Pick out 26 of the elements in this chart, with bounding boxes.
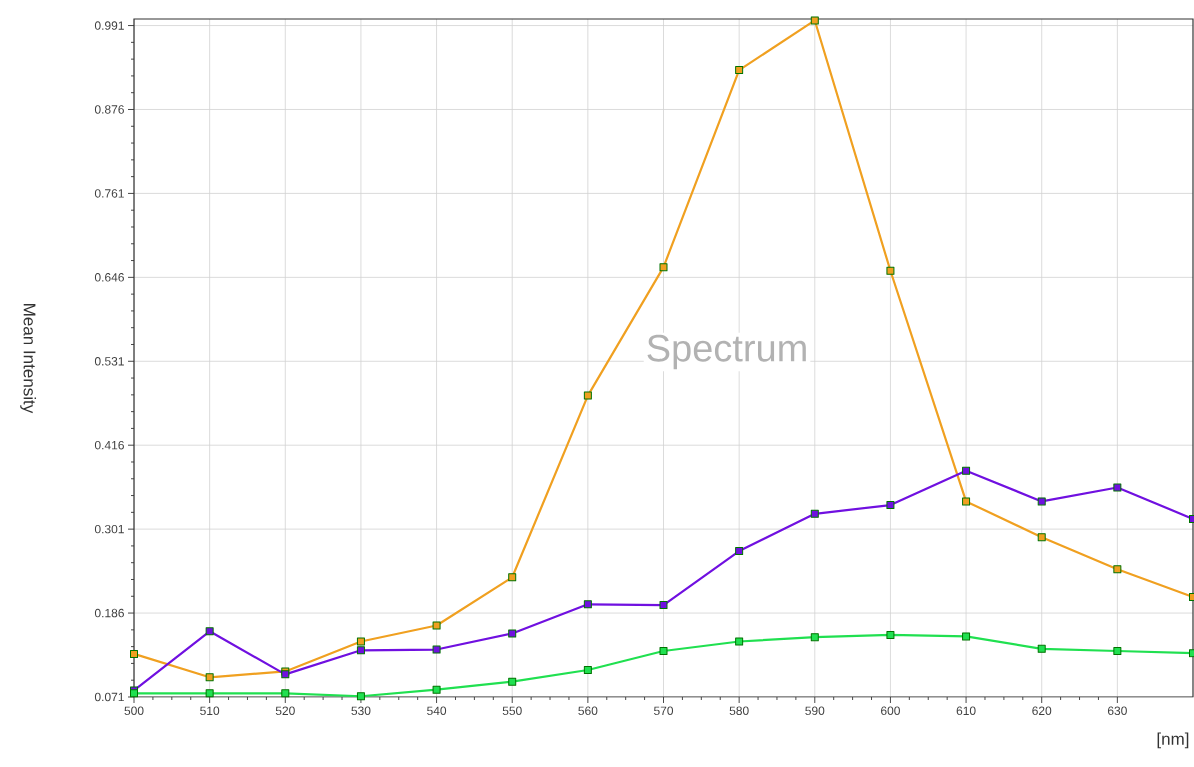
x-tick-label: 530 <box>351 706 371 716</box>
y-tick-label: 0.876 <box>94 105 124 114</box>
x-tick-label: 580 <box>729 706 749 716</box>
x-tick-label: 600 <box>881 706 900 716</box>
x-tick-label: 610 <box>956 706 976 716</box>
x-tick-label: 540 <box>427 706 447 716</box>
x-axis-title: [nm] <box>1157 732 1189 749</box>
y-tick-label: 0.761 <box>94 189 124 198</box>
x-tick-label: 500 <box>124 706 144 716</box>
y-tick-label: 0.071 <box>94 692 124 702</box>
x-tick-label: 590 <box>805 706 825 716</box>
y-tick-label: 0.301 <box>94 524 124 534</box>
y-tick-label: 0.416 <box>94 440 124 450</box>
y-tick-label: 0.646 <box>94 273 124 282</box>
x-tick-label: 510 <box>200 706 220 716</box>
x-tick-label: 550 <box>502 706 522 716</box>
x-tick-label: 570 <box>653 706 674 716</box>
text: Spectrum <box>647 334 806 370</box>
y-tick-label: 0.186 <box>94 608 124 618</box>
y-tick-label: 0.531 <box>94 357 124 366</box>
y-axis-title: Mean Intensity <box>20 304 37 414</box>
x-tick-label: 620 <box>1032 706 1052 716</box>
x-tick-label: 630 <box>1107 706 1127 716</box>
y-tick-label: 0.991 <box>94 21 124 30</box>
x-tick-label: 560 <box>578 706 598 716</box>
x-tick-label: 520 <box>275 706 295 716</box>
